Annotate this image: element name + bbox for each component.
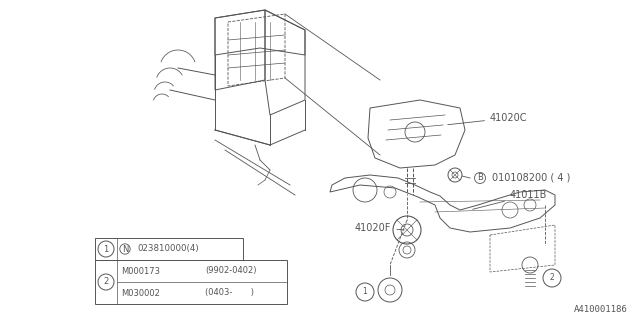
Text: 2: 2 <box>550 274 554 283</box>
Text: 010108200 ( 4 ): 010108200 ( 4 ) <box>492 173 570 183</box>
Text: 41020F: 41020F <box>355 223 404 233</box>
Text: M000173: M000173 <box>121 267 160 276</box>
Text: 1: 1 <box>363 287 367 297</box>
Text: N: N <box>122 244 128 253</box>
Text: 1: 1 <box>104 244 109 253</box>
Text: B: B <box>477 173 483 182</box>
Text: 2: 2 <box>104 277 109 286</box>
Text: M030002: M030002 <box>121 289 160 298</box>
Text: 41011B: 41011B <box>473 190 547 209</box>
Text: (0403-       ): (0403- ) <box>205 289 254 298</box>
Text: A410001186: A410001186 <box>574 305 628 314</box>
Text: 41020C: 41020C <box>448 113 527 125</box>
Text: (9902-0402): (9902-0402) <box>205 267 257 276</box>
Text: 023810000(4): 023810000(4) <box>137 244 198 253</box>
